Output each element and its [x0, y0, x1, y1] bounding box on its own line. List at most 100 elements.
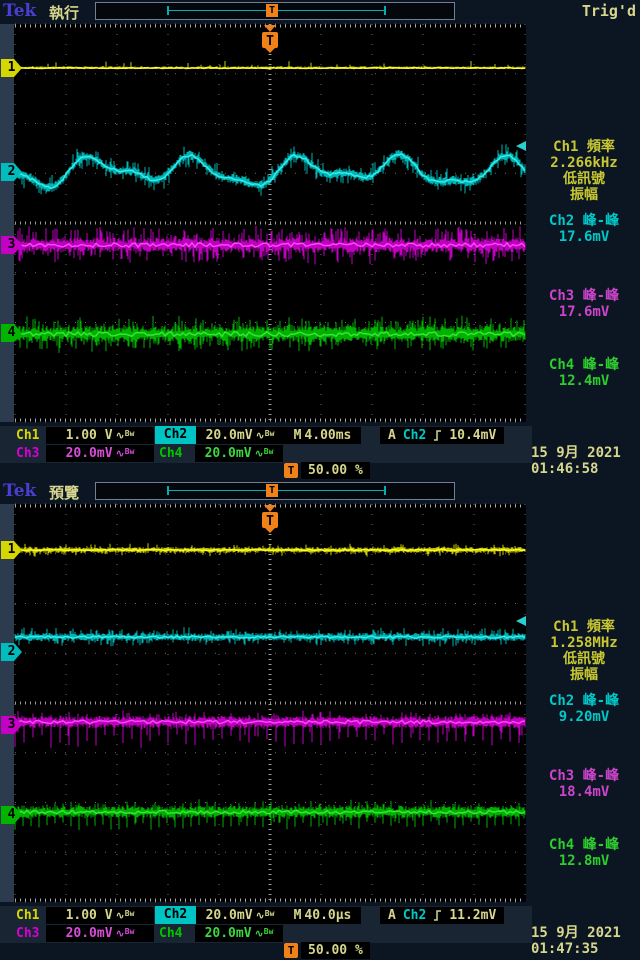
measurement-value: 9.20mV — [558, 709, 610, 725]
measurement-warning: 振幅 — [570, 667, 598, 683]
datetime: 15 9月 2021 01:46:58 — [531, 445, 621, 477]
acquisition-mode: 執行 — [49, 4, 80, 22]
bandwidth-limit-icon: Bw — [263, 446, 274, 456]
measurement-ch4-pkpk: Ch4 峰-峰 12.4mV — [528, 357, 640, 389]
measurement-label: Ch4 峰-峰 — [548, 357, 620, 373]
ch4-label: Ch4 — [159, 445, 183, 461]
trigger-position-flag-icon: T — [284, 463, 298, 478]
timebase-value: 4.00ms — [304, 427, 352, 443]
channel-readout-bar: Ch1 1.00 V ∿ Bw Ch2 20.0mV ∿ Bw M 40.0µs… — [0, 906, 532, 943]
trigger-status: Trig'd — [581, 2, 636, 20]
measurement-value: 17.6mV — [558, 304, 610, 320]
tek-logo: Tek — [3, 481, 37, 501]
measurement-value: 2.266kHz — [550, 155, 618, 171]
ch3-scale: 20.0mV ∿ Bw — [46, 924, 154, 942]
rising-edge-icon — [434, 909, 442, 921]
ch4-scale: 20.0mV ∿ Bw — [195, 924, 283, 942]
bandwidth-limit-icon: Bw — [124, 908, 135, 918]
trigger-source: Ch2 — [402, 427, 427, 443]
timebase-readout: M 4.00ms — [284, 426, 361, 444]
measurement-label: Ch1 頻率 — [553, 619, 615, 635]
datetime: 15 9月 2021 01:47:35 — [531, 925, 621, 957]
timebase-value: 40.0µs — [304, 907, 352, 923]
trigger-mode: A — [388, 427, 396, 443]
ch1-scale-value: 1.00 V — [65, 427, 113, 443]
record-window-right-bracket-icon — [384, 486, 386, 495]
channel-1-marker: 1 — [1, 59, 22, 77]
measurement-value: 12.4mV — [558, 373, 610, 389]
ch1-scale: 1.00 V ∿ Bw — [46, 426, 154, 444]
trigger-position-flag-icon: T — [266, 484, 278, 497]
trigger-position-flag-icon: T — [266, 4, 278, 17]
coupling-icon: ∿ — [255, 428, 265, 442]
bandwidth-limit-icon: Bw — [124, 428, 135, 438]
timebase-prefix: M — [293, 427, 302, 443]
ch1-label: Ch1 — [16, 907, 40, 923]
measurement-label: Ch1 頻率 — [553, 139, 615, 155]
ch2-scale-value: 20.0mV — [205, 907, 253, 923]
coupling-icon: ∿ — [115, 446, 125, 460]
ch2-label-selected: Ch2 — [155, 906, 196, 924]
measurement-label: Ch2 峰-峰 — [548, 213, 620, 229]
ch1-scale-value: 1.00 V — [65, 907, 113, 923]
record-window-right-bracket-icon — [384, 6, 386, 15]
channel-2-marker: 2 — [1, 163, 22, 181]
measurement-ch2-pkpk: Ch2 峰-峰 9.20mV — [528, 693, 640, 725]
record-view-bar: T — [95, 2, 455, 20]
measurement-label: Ch2 峰-峰 — [548, 693, 620, 709]
ch3-scale: 20.0mV ∿ Bw — [46, 444, 154, 462]
measurement-label: Ch3 峰-峰 — [548, 768, 620, 784]
measurement-label: Ch4 峰-峰 — [548, 837, 620, 853]
trigger-readout: A Ch2 11.2mV — [380, 906, 505, 924]
coupling-icon: ∿ — [115, 926, 125, 940]
left-marker-strip — [0, 504, 14, 902]
trigger-position-value: 50.00 % — [301, 462, 370, 479]
measurement-value: 12.8mV — [558, 853, 610, 869]
measurement-value: 18.4mV — [558, 784, 610, 800]
trigger-position-flag-icon: T — [284, 943, 298, 958]
trigger-position-readout: T 50.00 % — [284, 942, 370, 959]
measurement-ch2-pkpk: Ch2 峰-峰 17.6mV — [528, 213, 640, 245]
date: 15 9月 2021 — [531, 445, 621, 461]
ch3-scale-value: 20.0mV — [65, 445, 113, 461]
channel-3-marker: 3 — [1, 716, 22, 734]
left-marker-strip — [0, 24, 14, 422]
ch4-label: Ch4 — [159, 925, 183, 941]
waveform-display: T — [14, 23, 526, 423]
bandwidth-limit-icon: Bw — [264, 908, 275, 918]
channel-readout-bar: Ch1 1.00 V ∿ Bw Ch2 20.0mV ∿ Bw M 4.00ms… — [0, 426, 532, 463]
measurement-ch3-pkpk: Ch3 峰-峰 18.4mV — [528, 768, 640, 800]
channel-4-marker: 4 — [1, 806, 22, 824]
coupling-icon: ∿ — [115, 428, 125, 442]
measurement-value: 1.258MHz — [550, 635, 618, 651]
channel-4-marker: 4 — [1, 324, 22, 342]
ch3-scale-value: 20.0mV — [65, 925, 113, 941]
oscilloscope-screen-run: Tek 執行 T Trig'd T Ch1 頻率 2.266kHz 低訊號 振幅… — [0, 1, 640, 479]
ch2-label-selected: Ch2 — [155, 426, 196, 444]
ch2-scale: 20.0mV ∿ Bw — [196, 426, 284, 444]
ch2-scale-value: 20.0mV — [205, 427, 253, 443]
trigger-source: Ch2 — [402, 907, 427, 923]
timebase-prefix: M — [293, 907, 302, 923]
acquisition-mode: 預覽 — [49, 484, 80, 502]
trigger-position-readout: T 50.00 % — [284, 462, 370, 479]
channel-1-marker: 1 — [1, 541, 22, 559]
measurement-ch4-pkpk: Ch4 峰-峰 12.8mV — [528, 837, 640, 869]
svg-text:T: T — [266, 514, 274, 529]
svg-text:T: T — [266, 34, 274, 49]
ch1-label: Ch1 — [16, 427, 40, 443]
coupling-icon: ∿ — [254, 446, 264, 460]
record-view-bar: T — [95, 482, 455, 500]
trigger-readout: A Ch2 10.4mV — [380, 426, 505, 444]
tek-logo: Tek — [3, 1, 37, 21]
ch1-scale: 1.00 V ∿ Bw — [46, 906, 154, 924]
measurement-warning: 低訊號 — [563, 651, 605, 667]
measurement-label: Ch3 峰-峰 — [548, 288, 620, 304]
time: 01:47:35 — [531, 941, 599, 957]
trigger-level: 10.4mV — [449, 427, 497, 443]
ch3-label: Ch3 — [16, 925, 40, 941]
date: 15 9月 2021 — [531, 925, 621, 941]
status-bar: Tek 預覽 T — [0, 480, 640, 502]
rising-edge-icon — [434, 429, 442, 441]
measurement-ch1-frequency: Ch1 頻率 2.266kHz 低訊號 振幅 — [528, 139, 640, 203]
